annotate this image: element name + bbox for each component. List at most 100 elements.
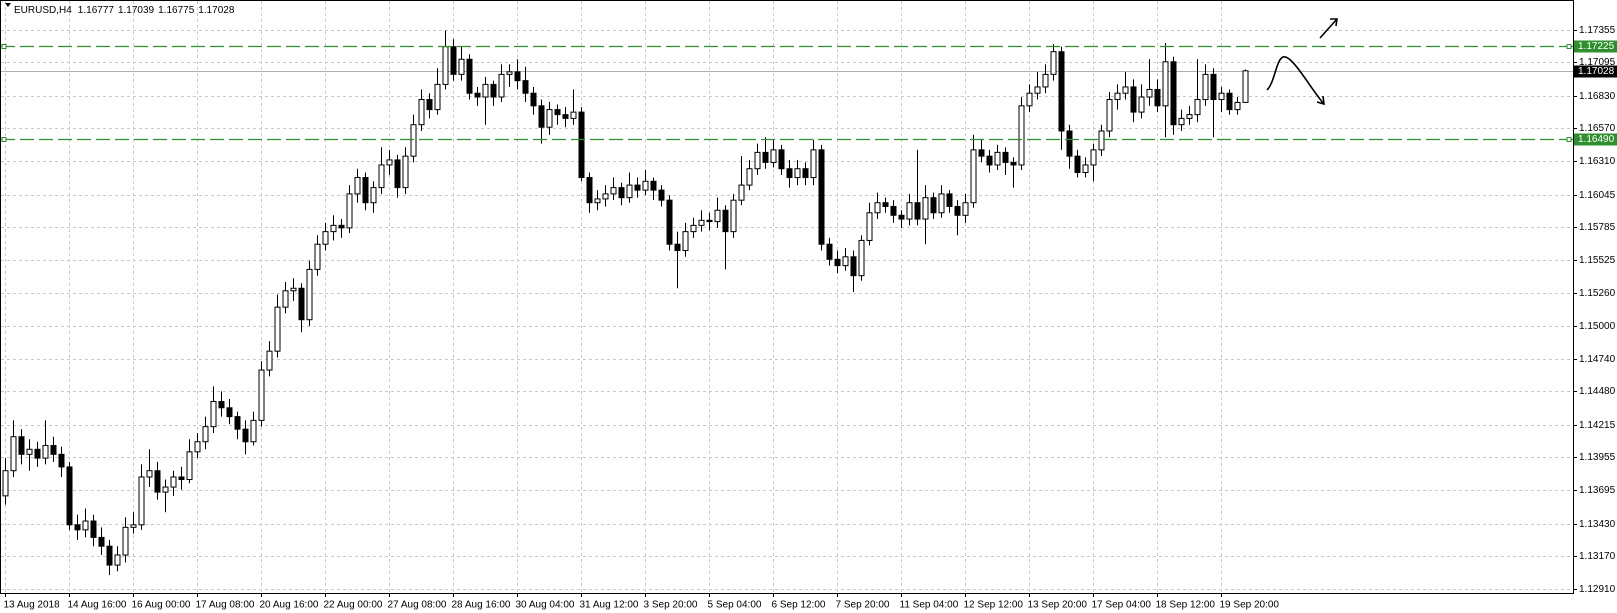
candle-body xyxy=(570,111,577,119)
candle-body xyxy=(338,224,345,229)
y-tick-label: 1.17355 xyxy=(1579,25,1616,36)
candle-body xyxy=(794,168,801,179)
level-handle xyxy=(1,137,7,142)
candle-body xyxy=(682,231,689,252)
candle-body xyxy=(1106,99,1113,132)
candle-body xyxy=(1130,86,1137,113)
candle-body xyxy=(218,400,225,409)
candle-body xyxy=(378,164,385,189)
candle-body xyxy=(178,476,185,481)
candle-body xyxy=(730,199,737,233)
candle-body xyxy=(298,287,305,321)
candle-body xyxy=(42,445,49,459)
candle-body xyxy=(1066,130,1073,157)
y-tick-label: 1.13430 xyxy=(1579,519,1616,530)
candle-body xyxy=(210,400,217,428)
candle-body xyxy=(866,212,873,241)
level-label: 1.17225 xyxy=(1578,41,1615,52)
candle-body xyxy=(1218,92,1225,101)
candle-body xyxy=(1074,155,1081,174)
x-tick-label: 16 Aug 00:00 xyxy=(132,600,191,611)
candle-body xyxy=(978,149,985,157)
candle-body xyxy=(586,177,593,204)
candle-body xyxy=(946,193,953,207)
level-label: 1.16490 xyxy=(1578,134,1615,145)
up-arrowhead xyxy=(1330,18,1338,27)
symbol: EURUSD,H4 xyxy=(14,5,72,16)
menu-triangle xyxy=(5,3,11,7)
candle-body xyxy=(474,92,481,98)
y-tick-label: 1.15260 xyxy=(1579,288,1616,299)
candle-body xyxy=(850,256,857,277)
candle-body xyxy=(506,71,513,75)
y-tick-label: 1.14215 xyxy=(1579,420,1616,431)
candle-body xyxy=(154,470,161,493)
candle-body xyxy=(938,193,945,214)
candle-body xyxy=(90,520,97,538)
x-tick-label: 13 Sep 20:00 xyxy=(1028,600,1088,611)
candle-body xyxy=(890,205,897,216)
candle-body xyxy=(114,554,121,566)
y-tick-label: 1.16045 xyxy=(1579,190,1616,201)
candle-body xyxy=(706,219,713,223)
level-handle xyxy=(1566,137,1572,142)
x-tick-label: 27 Aug 08:00 xyxy=(388,600,447,611)
candle-body xyxy=(690,224,697,233)
y-tick-label: 1.16310 xyxy=(1579,156,1616,167)
x-tick-label: 17 Aug 08:00 xyxy=(196,600,255,611)
candle-body xyxy=(1090,149,1097,166)
candle-body xyxy=(650,180,657,191)
candle-body xyxy=(530,92,537,107)
candle-body xyxy=(1114,92,1121,101)
candle-body xyxy=(514,71,521,82)
candle-body xyxy=(810,149,817,179)
candle-body xyxy=(818,149,825,245)
y-tick-label: 1.15525 xyxy=(1579,255,1616,266)
candle-body xyxy=(1010,161,1017,166)
candle-body xyxy=(466,58,473,94)
candle-body xyxy=(1018,105,1025,166)
x-tick-label: 7 Sep 20:00 xyxy=(836,600,890,611)
x-tick-label: 3 Sep 20:00 xyxy=(644,600,698,611)
candle-body xyxy=(898,214,905,220)
candle-body xyxy=(1234,101,1241,111)
drawn-arrows xyxy=(1266,18,1338,106)
x-tick-label: 18 Sep 12:00 xyxy=(1156,600,1216,611)
candle-body xyxy=(1226,92,1233,111)
candle-body xyxy=(1178,117,1185,126)
candle-body xyxy=(274,306,281,352)
candle-body xyxy=(1050,51,1057,75)
candle-body xyxy=(18,436,25,455)
candle-body xyxy=(762,151,769,163)
candle-body xyxy=(1154,88,1161,107)
candle-body xyxy=(146,470,153,478)
candle-body xyxy=(1162,61,1169,107)
candle-body xyxy=(386,159,393,166)
candle-body xyxy=(538,105,545,128)
candle-body xyxy=(922,197,929,220)
candle-body xyxy=(1034,86,1041,94)
candle-body xyxy=(1058,51,1065,132)
candle-body xyxy=(498,73,505,98)
x-tick-label: 12 Sep 12:00 xyxy=(964,600,1024,611)
candle-body xyxy=(1138,96,1145,113)
x-tick-label: 31 Aug 12:00 xyxy=(580,600,639,611)
candle-body xyxy=(826,243,833,260)
x-tick-label: 13 Aug 2018 xyxy=(4,600,61,611)
y-tick-label: 1.15785 xyxy=(1579,222,1616,233)
candle-body xyxy=(770,149,777,163)
x-tick-label: 30 Aug 04:00 xyxy=(516,600,575,611)
candle-body xyxy=(442,46,449,85)
candle-body xyxy=(122,526,129,556)
candle-body xyxy=(802,168,809,179)
candle-body xyxy=(834,258,841,267)
x-tick-label: 6 Sep 12:00 xyxy=(772,600,826,611)
low: 1.16775 xyxy=(158,5,195,16)
candle-body xyxy=(1042,73,1049,88)
candle-body xyxy=(290,287,297,292)
x-tick-label: 22 Aug 00:00 xyxy=(324,600,383,611)
candle-body xyxy=(362,177,369,204)
candle-body xyxy=(1122,86,1129,94)
level-handle xyxy=(1,44,7,49)
candle-body xyxy=(722,209,729,233)
